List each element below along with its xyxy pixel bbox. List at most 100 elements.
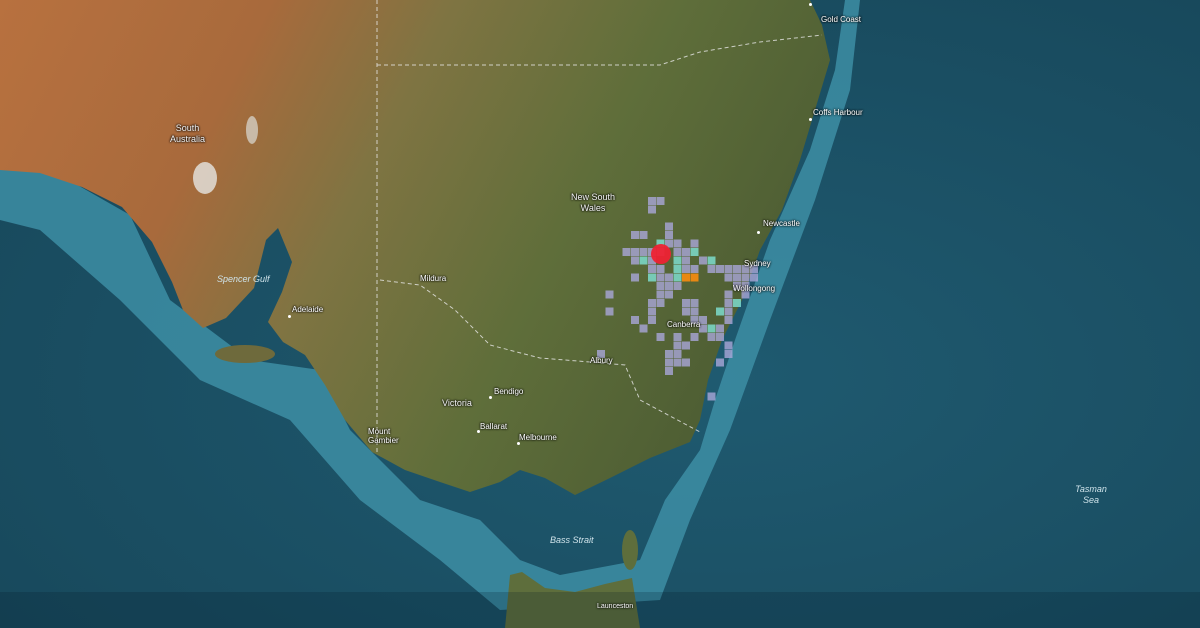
heatmap-cell (605, 307, 614, 316)
city-label: Wollongong (733, 284, 776, 293)
heatmap-cell (699, 256, 707, 265)
heatmap-cell (665, 290, 673, 299)
heatmap-cell (724, 290, 733, 299)
heatmap-cell (673, 333, 682, 341)
heatmap-cell (648, 265, 656, 273)
heatmap-cell (656, 299, 665, 307)
heatmap-cell (656, 290, 665, 299)
heatmap-cell (724, 273, 733, 282)
continental-shelf (0, 0, 860, 610)
heatmap-cell (682, 248, 690, 256)
city-label: Ballarat (480, 422, 508, 431)
heatmap-cell (648, 205, 656, 214)
city-label: Melbourne (519, 433, 557, 442)
heatmap-cell (724, 299, 733, 307)
city-label: Mount Gambier (368, 427, 399, 445)
heatmap-cell (665, 282, 673, 290)
heatmap-cell (733, 273, 741, 282)
heatmap-cell (639, 248, 648, 256)
heatmap-cell (724, 265, 733, 273)
heatmap-cell (682, 358, 690, 367)
heatmap-cell (733, 282, 741, 290)
heatmap-cell (741, 282, 750, 290)
heatmap-cell (648, 273, 656, 282)
heatmap-cell (682, 265, 690, 273)
mainland-australia (0, 0, 830, 495)
state-borders (376, 0, 823, 455)
heatmap-cell (733, 265, 741, 273)
salt-lake (193, 162, 217, 194)
heatmap-cell (665, 273, 673, 282)
heatmap-cell (716, 265, 724, 273)
heatmap-cell (682, 307, 690, 316)
salt-lake (246, 116, 258, 144)
heatmap-cell (750, 265, 758, 273)
heatmap-cell (682, 299, 690, 307)
heatmap-cell (631, 316, 639, 324)
kangaroo-island (215, 345, 275, 363)
heatmap-cell (724, 307, 733, 316)
heatmap-cell (724, 341, 733, 350)
heatmap-cell (665, 358, 673, 367)
heatmap-cell (656, 333, 665, 341)
heatmap-cell (724, 316, 733, 324)
city-label: Newcastle (763, 219, 800, 228)
heatmap-cell (682, 273, 690, 282)
heatmap-cell (631, 256, 639, 265)
heatmap-cell (750, 273, 758, 282)
heatmap-cell (673, 256, 682, 265)
region-label-nsw: New South Wales (571, 192, 616, 213)
heatmap-cell (656, 197, 665, 205)
heatmap-cell (648, 316, 656, 324)
heatmap-cell (656, 273, 665, 282)
city-label: Gold Coast (821, 15, 862, 24)
heatmap-cell (673, 358, 682, 367)
heatmap-cell (631, 273, 639, 282)
heatmap-cell (690, 265, 699, 273)
heatmap-cell (656, 282, 665, 290)
city-label: Albury (590, 356, 613, 365)
heatmap-cell (648, 197, 656, 205)
heatmap-cell (673, 282, 682, 290)
heatmap-cell (673, 265, 682, 273)
city-label: Canberra (667, 320, 701, 329)
heatmap-cell (682, 341, 690, 350)
heatmap-cell (741, 265, 750, 273)
heatmap-cell (690, 273, 699, 282)
heatmap-cell (716, 307, 724, 316)
city-label: Bendigo (494, 387, 524, 396)
heatmap-cell (656, 265, 665, 273)
heatmap-cell (699, 316, 707, 324)
heatmap-cell (741, 273, 750, 282)
heatmap-cell (665, 231, 673, 239)
heatmap-cell (665, 222, 673, 231)
heatmap-cell (639, 324, 648, 333)
heatmap-cell (716, 333, 724, 341)
heatmap-cell (656, 239, 665, 248)
water-label-spencer-gulf: Spencer Gulf (217, 274, 270, 284)
region-label-south-australia: South Australia (170, 123, 206, 144)
heatmap-cell (597, 350, 605, 358)
heatmap-cell (648, 256, 656, 265)
heatmap-cell (673, 350, 682, 358)
heatmap-cell (707, 392, 716, 401)
heatmap-cell (724, 350, 733, 358)
heatmap-cell (707, 324, 716, 333)
heatmap-cell (733, 299, 741, 307)
heatmap-cell (665, 367, 673, 375)
heatmap-cell (665, 239, 673, 248)
heatmap-cell (648, 299, 656, 307)
flinders-island (622, 530, 638, 570)
heatmap-cell (631, 248, 639, 256)
heatmap-cell (673, 341, 682, 350)
heatmap-cell (631, 231, 639, 239)
heatmap-cell (673, 239, 682, 248)
heatmap-cell (690, 307, 699, 316)
heatmap-cell (716, 358, 724, 367)
heatmap-cell (707, 256, 716, 265)
heatmap-cell (648, 307, 656, 316)
epicenter-marker[interactable] (651, 244, 671, 264)
heatmap-cell (673, 273, 682, 282)
tasmania (505, 572, 640, 628)
